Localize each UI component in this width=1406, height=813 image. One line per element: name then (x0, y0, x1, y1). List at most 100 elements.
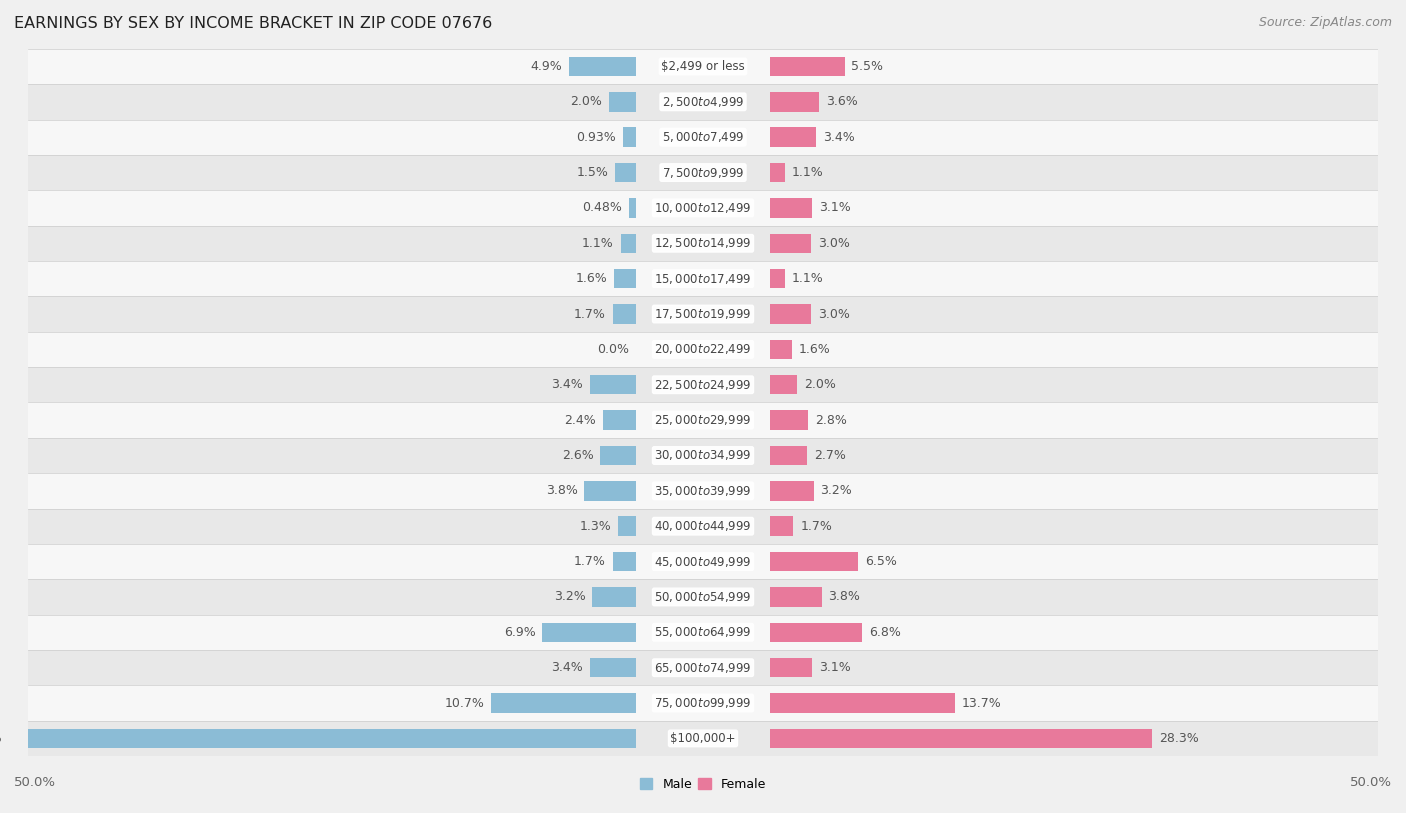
Text: 3.1%: 3.1% (820, 202, 851, 215)
Bar (770, 481, 814, 501)
Text: $17,500 to $19,999: $17,500 to $19,999 (654, 307, 752, 321)
Text: $2,499 or less: $2,499 or less (661, 60, 745, 73)
Text: 3.8%: 3.8% (546, 485, 578, 498)
Text: $10,000 to $12,499: $10,000 to $12,499 (654, 201, 752, 215)
Bar (592, 587, 636, 606)
Bar (770, 623, 862, 642)
Bar (543, 623, 636, 642)
Text: $15,000 to $17,499: $15,000 to $17,499 (654, 272, 752, 285)
Bar (770, 163, 786, 182)
Text: 2.0%: 2.0% (804, 378, 837, 391)
Bar (28, 49, 1378, 85)
Bar (770, 269, 786, 289)
Text: 13.7%: 13.7% (962, 697, 1002, 710)
Text: $45,000 to $49,999: $45,000 to $49,999 (654, 554, 752, 568)
Bar (770, 198, 813, 218)
Bar (628, 198, 636, 218)
Bar (770, 587, 821, 606)
Bar (28, 509, 1378, 544)
Text: 0.93%: 0.93% (576, 131, 616, 144)
Bar (28, 650, 1378, 685)
Bar (28, 332, 1378, 367)
Bar (603, 411, 636, 430)
Bar (770, 340, 792, 359)
Text: $20,000 to $22,499: $20,000 to $22,499 (654, 342, 752, 356)
Text: 46.4%: 46.4% (0, 732, 3, 745)
Text: 1.5%: 1.5% (576, 166, 609, 179)
Text: 1.1%: 1.1% (582, 237, 614, 250)
Text: 0.0%: 0.0% (596, 343, 628, 356)
Text: 6.9%: 6.9% (503, 626, 536, 639)
Bar (28, 402, 1378, 437)
Text: $5,000 to $7,499: $5,000 to $7,499 (662, 130, 744, 144)
Bar (28, 120, 1378, 155)
Bar (770, 658, 813, 677)
Text: $2,500 to $4,999: $2,500 to $4,999 (662, 95, 744, 109)
Text: 1.1%: 1.1% (792, 166, 824, 179)
Text: 50.0%: 50.0% (1350, 776, 1392, 789)
Text: 6.5%: 6.5% (865, 555, 897, 568)
Text: 2.7%: 2.7% (814, 449, 845, 462)
Bar (28, 579, 1378, 615)
Bar (569, 57, 636, 76)
Text: $35,000 to $39,999: $35,000 to $39,999 (654, 484, 752, 498)
Bar (770, 411, 808, 430)
Text: 2.4%: 2.4% (565, 414, 596, 427)
Bar (770, 233, 811, 253)
Bar (609, 92, 636, 111)
Text: 3.4%: 3.4% (551, 378, 583, 391)
Bar (770, 446, 807, 465)
Text: 1.7%: 1.7% (574, 307, 606, 320)
Text: $40,000 to $44,999: $40,000 to $44,999 (654, 520, 752, 533)
Bar (28, 544, 1378, 579)
Text: 50.0%: 50.0% (14, 776, 56, 789)
Text: 1.7%: 1.7% (800, 520, 832, 533)
Text: $25,000 to $29,999: $25,000 to $29,999 (654, 413, 752, 427)
Text: 1.6%: 1.6% (575, 272, 607, 285)
Text: 3.8%: 3.8% (828, 590, 860, 603)
Bar (28, 685, 1378, 720)
Text: $75,000 to $99,999: $75,000 to $99,999 (654, 696, 752, 710)
Text: 3.4%: 3.4% (823, 131, 855, 144)
Text: 3.2%: 3.2% (554, 590, 585, 603)
Bar (28, 226, 1378, 261)
Bar (614, 269, 636, 289)
Bar (616, 163, 636, 182)
Text: $50,000 to $54,999: $50,000 to $54,999 (654, 590, 752, 604)
Bar (28, 155, 1378, 190)
Text: $55,000 to $64,999: $55,000 to $64,999 (654, 625, 752, 639)
Text: 3.0%: 3.0% (818, 307, 849, 320)
Bar (770, 304, 811, 324)
Bar (770, 516, 793, 536)
Text: 5.5%: 5.5% (852, 60, 883, 73)
Bar (28, 615, 1378, 650)
Bar (770, 693, 956, 713)
Text: 28.3%: 28.3% (1159, 732, 1199, 745)
Bar (770, 57, 845, 76)
Bar (613, 304, 636, 324)
Text: 4.9%: 4.9% (531, 60, 562, 73)
Text: $22,500 to $24,999: $22,500 to $24,999 (654, 378, 752, 392)
Bar (28, 190, 1378, 226)
Text: 3.6%: 3.6% (825, 95, 858, 108)
Bar (623, 128, 636, 147)
Bar (620, 233, 636, 253)
Text: 3.4%: 3.4% (551, 661, 583, 674)
Bar (770, 128, 817, 147)
Bar (770, 375, 797, 394)
Bar (491, 693, 636, 713)
Bar (28, 85, 1378, 120)
Text: 2.8%: 2.8% (815, 414, 846, 427)
Text: 1.6%: 1.6% (799, 343, 831, 356)
Text: $12,500 to $14,999: $12,500 to $14,999 (654, 237, 752, 250)
Bar (600, 446, 636, 465)
Bar (589, 658, 636, 677)
Bar (589, 375, 636, 394)
Bar (770, 552, 858, 572)
Text: 3.2%: 3.2% (821, 485, 852, 498)
Text: Source: ZipAtlas.com: Source: ZipAtlas.com (1258, 16, 1392, 29)
Text: 6.8%: 6.8% (869, 626, 901, 639)
Text: $65,000 to $74,999: $65,000 to $74,999 (654, 661, 752, 675)
Text: 3.0%: 3.0% (818, 237, 849, 250)
Legend: Male, Female: Male, Female (636, 773, 770, 796)
